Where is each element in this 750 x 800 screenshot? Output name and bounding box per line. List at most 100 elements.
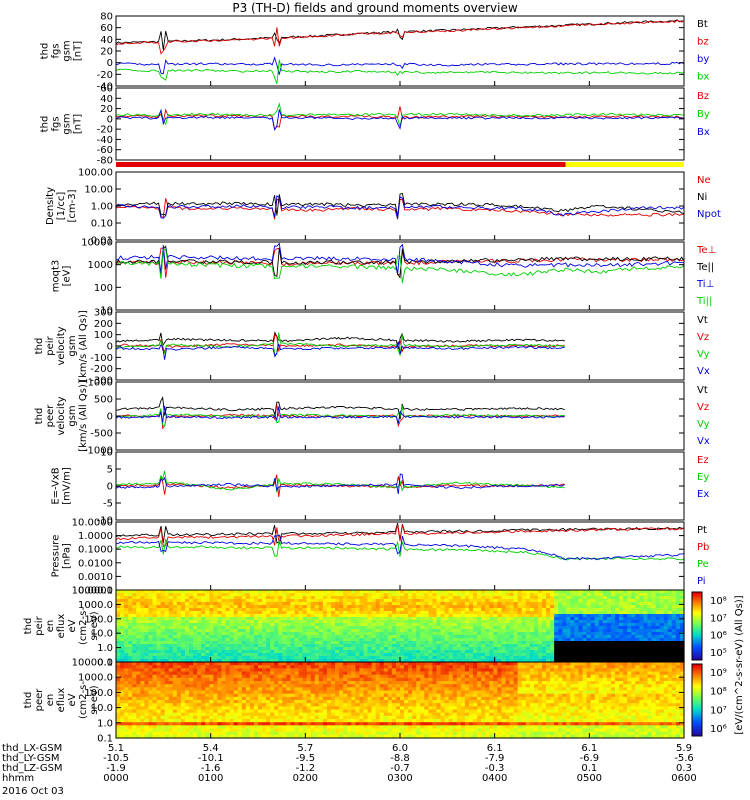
spectrogram-cell xyxy=(509,629,515,633)
spectrogram-cell xyxy=(408,605,413,609)
spectrogram-cell xyxy=(554,611,559,615)
spectrogram-cell xyxy=(310,608,316,612)
spectrogram-cell xyxy=(615,608,620,612)
spectrogram-cell xyxy=(180,602,186,606)
spectrogram-cell xyxy=(509,644,515,648)
spectrogram-cell xyxy=(197,617,202,621)
spectrogram-cell xyxy=(294,590,300,594)
spectrogram-cell xyxy=(128,629,133,633)
y-tick-label: -1000 xyxy=(84,446,113,457)
spectrogram-cell xyxy=(266,668,271,673)
spectrogram-cell xyxy=(363,599,369,603)
spectrogram-cell xyxy=(326,662,332,666)
spectrogram-cell xyxy=(395,629,401,633)
spectrogram-cell xyxy=(290,602,296,606)
spectrogram-cell xyxy=(258,617,263,621)
spectrogram-cell xyxy=(306,656,312,660)
spectrogram-cell xyxy=(460,641,466,645)
spectrogram-cell xyxy=(205,687,210,692)
spectrogram-cell xyxy=(558,626,563,630)
spectrogram-cell xyxy=(619,617,624,621)
spectrogram-cell xyxy=(274,629,279,633)
spectrogram-cell xyxy=(525,629,531,633)
spectrogram-cell xyxy=(176,590,182,594)
spectrogram-cell xyxy=(464,605,470,609)
spectrogram-cell xyxy=(152,608,158,612)
spectrogram-cell xyxy=(156,635,162,639)
spectrogram-cell xyxy=(493,620,498,624)
spectrogram-cell xyxy=(262,596,267,600)
spectrogram-cell xyxy=(529,638,535,642)
spectrogram-cell xyxy=(489,641,494,645)
spectrogram-cell xyxy=(456,644,462,648)
spectrogram-cell xyxy=(525,602,531,606)
spectrogram-cell xyxy=(343,641,348,645)
spectrogram-cell xyxy=(586,653,592,657)
spectrogram-cell xyxy=(359,647,365,651)
spectrogram-cell xyxy=(193,659,198,663)
spectrogram-cell xyxy=(120,728,125,733)
spectrogram-cell xyxy=(326,659,332,663)
spectrogram-cell xyxy=(152,596,158,600)
spectrogram-cell xyxy=(184,590,190,594)
spectrogram-cell xyxy=(416,644,421,648)
spectrogram-cell xyxy=(302,665,308,669)
spectrogram-cell xyxy=(278,620,283,624)
spectrogram-cell xyxy=(144,656,150,660)
spectrogram-cell xyxy=(209,626,214,630)
spectrogram-cell xyxy=(124,706,129,711)
spectrogram-cell xyxy=(128,623,133,627)
spectrogram-cell xyxy=(233,608,239,612)
spectrogram-cell xyxy=(501,623,507,627)
spectrogram-cell xyxy=(521,653,527,657)
spectrogram-cell xyxy=(452,641,458,645)
spectrogram-cell xyxy=(517,641,523,645)
spectrogram-cell xyxy=(432,659,438,663)
spectrogram-cell xyxy=(189,677,194,682)
spectrogram-cell xyxy=(663,599,669,603)
spectrogram-cell xyxy=(335,671,340,676)
spectrogram-cell xyxy=(189,712,194,717)
spectrogram-cell xyxy=(148,703,154,707)
spectrogram-cell xyxy=(140,734,145,739)
spectrogram-cell xyxy=(537,641,543,645)
spectrogram-cell xyxy=(550,590,555,594)
spectrogram-cell xyxy=(586,599,592,603)
spectrogram-cell xyxy=(144,617,150,621)
spectrogram-cell xyxy=(148,599,154,603)
spectrogram-cell xyxy=(416,611,421,615)
spectrogram-cell xyxy=(294,620,300,624)
spectrogram-cell xyxy=(391,656,397,660)
y-tick-label: 10.0 xyxy=(91,629,113,640)
spectrogram-cell xyxy=(424,617,429,621)
spectrogram-cell xyxy=(168,706,174,711)
spectrogram-cell xyxy=(209,644,214,648)
spectrogram-cell xyxy=(558,596,563,600)
spectrogram-cell xyxy=(282,700,287,704)
spectrogram-cell xyxy=(485,602,490,606)
spectrogram-cell xyxy=(428,608,434,612)
spectrogram-cell xyxy=(180,665,186,669)
spectrogram-cell xyxy=(517,608,523,612)
spectrogram-cell xyxy=(225,632,231,636)
spectrogram-cell xyxy=(408,629,413,633)
spectrogram-cell xyxy=(440,650,446,654)
spectrogram-cell xyxy=(274,700,279,704)
spectrogram-cell xyxy=(464,608,470,612)
spectrogram-cell xyxy=(270,687,275,692)
spectrogram-cell xyxy=(318,626,324,630)
spectrogram-cell xyxy=(132,719,137,723)
spectrogram-cell xyxy=(679,590,685,594)
spectrogram-cell xyxy=(525,605,531,609)
spectrogram-cell xyxy=(627,614,632,618)
spectrogram-cell xyxy=(132,620,137,624)
spectrogram-cell xyxy=(128,653,133,657)
spectrogram-cell xyxy=(124,700,129,704)
spectrogram-cell xyxy=(485,605,490,609)
spectrogram-cell xyxy=(542,638,547,642)
spectrogram-cell xyxy=(651,656,657,660)
spectrogram-cell xyxy=(343,632,348,636)
spectrogram-cell xyxy=(278,665,283,669)
spectrogram-cell xyxy=(615,593,620,597)
spectrogram-cell xyxy=(286,706,292,711)
